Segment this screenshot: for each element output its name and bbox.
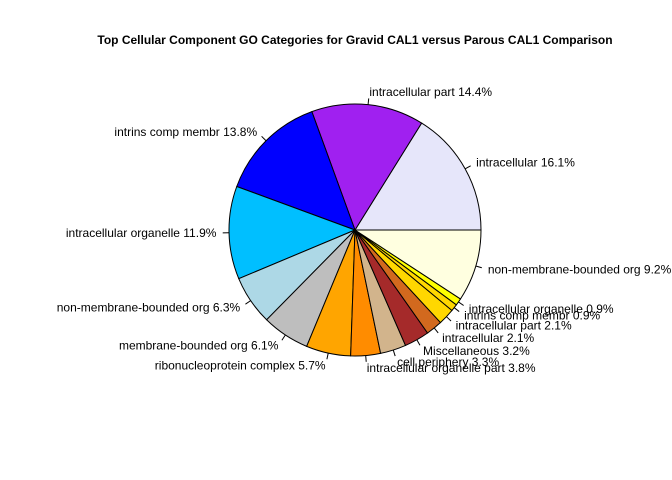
pie-slice xyxy=(236,110,356,231)
leader-line xyxy=(281,334,286,341)
slice-label: cell periphery 3.3% xyxy=(397,355,499,369)
leader-line xyxy=(416,339,421,346)
pie-slice xyxy=(311,103,423,232)
leader-line xyxy=(392,349,396,357)
slice-label: intracellular part 2.1% xyxy=(456,318,572,332)
slice-label: intracellular 16.1% xyxy=(476,156,575,170)
slice-label: intrins comp membr 13.8% xyxy=(114,125,257,139)
slice-label: intracellular part 14.4% xyxy=(369,85,492,99)
leader-line xyxy=(261,135,267,142)
slice-label: intracellular 2.1% xyxy=(442,331,534,345)
slice-label: non-membrane-bounded org 6.3% xyxy=(57,301,241,315)
leader-line xyxy=(446,316,452,322)
slice-label: non-membrane-bounded org 9.2% xyxy=(488,263,672,277)
leader-line xyxy=(453,307,460,312)
leader-lines xyxy=(222,98,482,362)
leader-line xyxy=(475,265,482,269)
slice-label: intracellular organelle 11.9% xyxy=(66,226,217,240)
slice-label: Miscellaneous 3.2% xyxy=(423,344,530,358)
leader-line xyxy=(365,355,367,362)
slice-label: ribonucleoprotein complex 5.7% xyxy=(155,358,326,372)
leader-line xyxy=(367,98,370,105)
leader-line xyxy=(245,300,251,305)
pie-slices xyxy=(228,103,482,357)
leader-line xyxy=(458,301,464,306)
slice-label: intracellular organelle 0.9% xyxy=(469,302,614,316)
chart-title: Top Cellular Component GO Categories for… xyxy=(97,33,612,47)
pie-slice xyxy=(228,185,357,280)
slice-label: intracellular organelle part 3.8% xyxy=(367,361,536,375)
leader-line xyxy=(464,165,471,170)
slice-label: intrins comp membr 0.9% xyxy=(464,308,600,322)
leader-line xyxy=(433,327,439,334)
leader-line xyxy=(326,353,329,360)
slice-labels: intracellular 16.1% intracellular part 14… xyxy=(57,85,672,375)
slice-label: membrane-bounded org 6.1% xyxy=(119,339,279,353)
